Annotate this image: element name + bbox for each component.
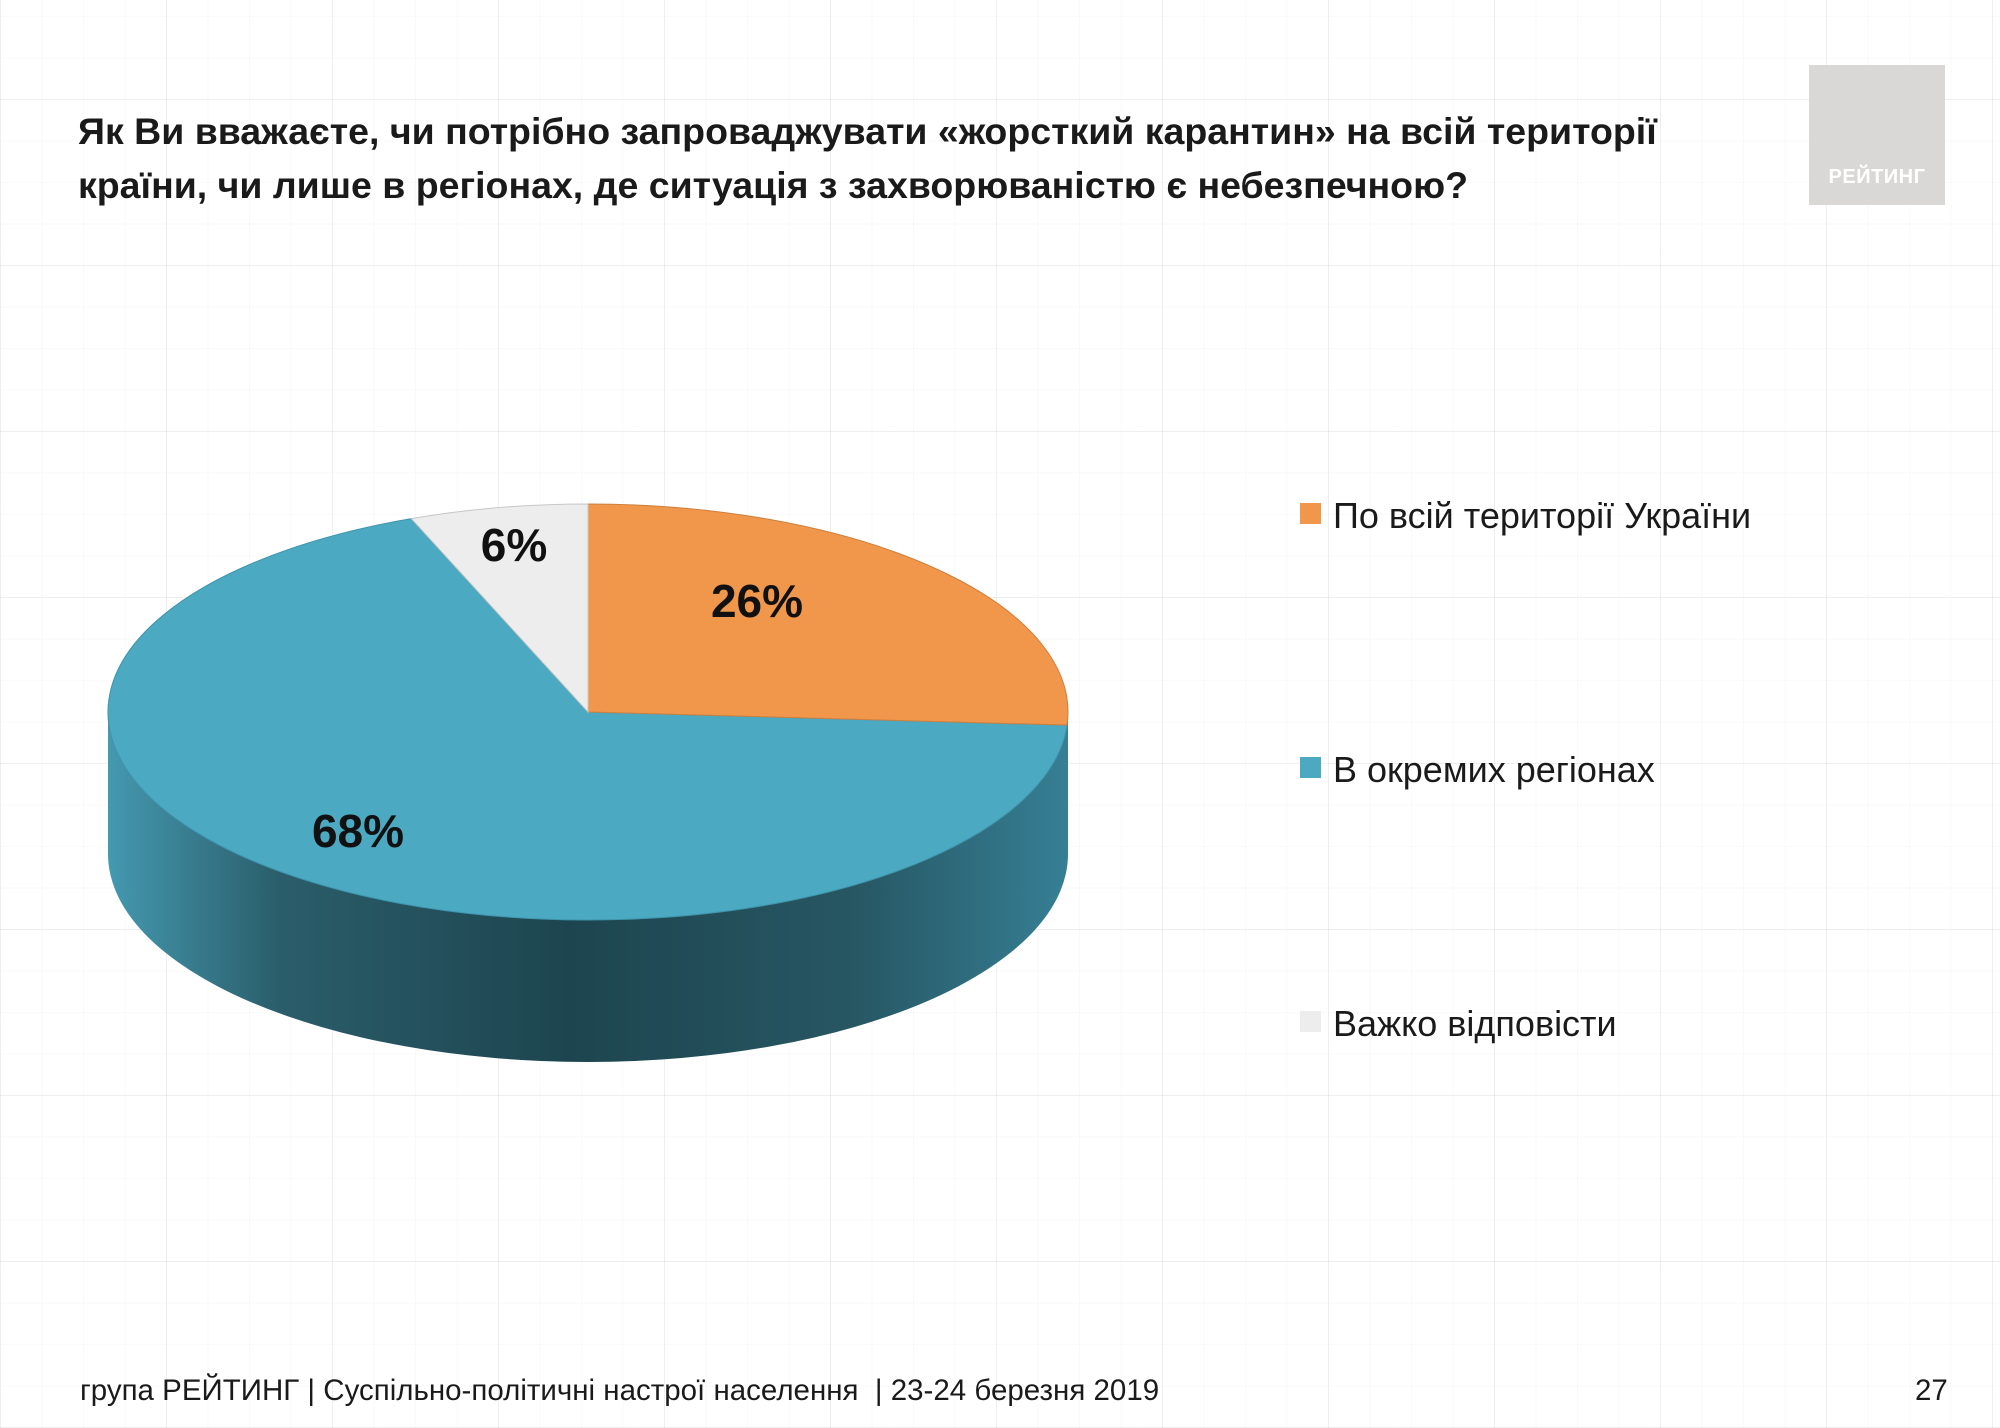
svg-text:6%: 6% <box>481 519 547 571</box>
svg-text:26%: 26% <box>711 575 803 627</box>
svg-text:68%: 68% <box>312 805 404 857</box>
